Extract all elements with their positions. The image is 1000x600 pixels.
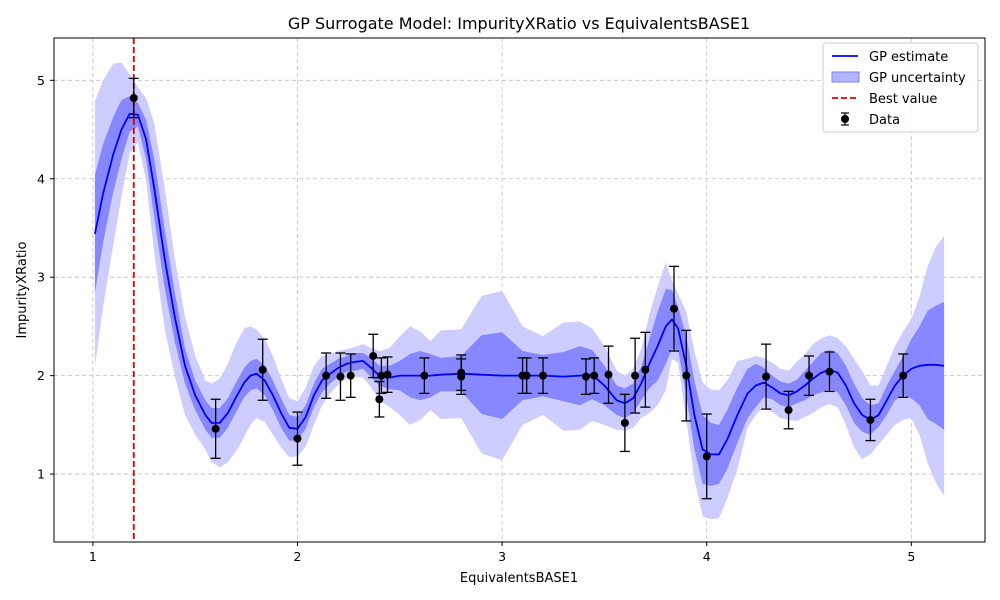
x-tick-label: 4 (703, 549, 711, 564)
data-marker (899, 371, 908, 380)
data-point (257, 338, 268, 401)
data-point (824, 351, 835, 393)
data-point (619, 393, 630, 453)
data-point (292, 411, 303, 466)
data-marker (129, 94, 138, 103)
y-axis-label: ImpurityXRatio (15, 241, 30, 338)
data-marker (375, 395, 384, 404)
data-marker (620, 418, 629, 427)
data-point (456, 358, 467, 395)
y-tick-label: 5 (37, 73, 45, 88)
data-point (335, 352, 346, 401)
data-point (630, 337, 641, 414)
data-point (804, 355, 815, 396)
data-marker (336, 372, 345, 381)
gp-uncertainty-outer-band (94, 62, 945, 520)
data-point (521, 357, 532, 395)
data-point (538, 357, 549, 395)
plot-frame (53, 37, 986, 543)
data-marker (369, 351, 378, 360)
data-marker (420, 371, 429, 380)
data-marker (784, 406, 793, 415)
data-point (128, 77, 139, 119)
data-marker (346, 371, 355, 380)
data-marker (762, 372, 771, 381)
x-tick-label: 5 (907, 549, 915, 564)
legend-data: Data (869, 113, 900, 128)
legend-gp-uncertainty-swatch (831, 71, 860, 83)
data-marker (866, 415, 875, 424)
data-marker (582, 372, 590, 381)
legend: GP estimate GP uncertainty Best value Da… (822, 42, 979, 133)
data-point (382, 356, 393, 394)
data-point (701, 413, 712, 500)
legend-data-swatch (841, 112, 849, 126)
data-point (865, 398, 876, 442)
x-tick-label: 1 (89, 549, 97, 564)
data-point (668, 265, 679, 352)
y-tick-label: 3 (37, 270, 45, 285)
observations (128, 77, 909, 500)
data-point (368, 333, 379, 379)
data-marker (702, 452, 711, 461)
legend-gp-estimate: GP estimate (869, 50, 948, 65)
y-tick-label: 2 (37, 368, 45, 383)
data-marker (211, 424, 220, 433)
ticks: 1 2 3 4 5 1 2 3 4 5 (37, 73, 915, 564)
chart-title: GP Surrogate Model: ImpurityXRatio vs Eq… (288, 14, 750, 33)
data-point (589, 357, 600, 395)
data-marker (457, 372, 466, 381)
data-marker (522, 371, 531, 380)
x-tick-label: 3 (498, 549, 506, 564)
data-marker (641, 365, 650, 374)
x-tick-label: 2 (294, 549, 302, 564)
data-point (603, 345, 614, 404)
data-marker (258, 365, 267, 374)
data-point (376, 357, 387, 395)
data-marker (669, 304, 678, 313)
data-marker (322, 371, 331, 380)
data-marker (825, 367, 834, 376)
data-marker (805, 371, 814, 380)
data-marker (293, 434, 302, 443)
x-axis-label: EquivalentsBASE1 (460, 571, 578, 586)
data-point (898, 353, 909, 398)
data-point (210, 398, 221, 459)
data-point (640, 331, 651, 408)
y-tick-label: 1 (37, 467, 45, 482)
data-point (321, 352, 332, 399)
data-point (419, 357, 430, 395)
legend-frame (822, 42, 979, 133)
legend-best-value: Best value (869, 92, 937, 107)
data-marker (631, 371, 640, 380)
data-point (345, 353, 356, 398)
legend-gp-uncertainty: GP uncertainty (869, 71, 966, 86)
data-marker (682, 371, 691, 380)
data-point (374, 380, 385, 418)
data-marker (590, 371, 599, 380)
data-marker (383, 370, 392, 379)
data-point (783, 390, 794, 430)
data-point (761, 343, 772, 410)
data-marker (539, 371, 548, 380)
uncertainty-bands (94, 62, 945, 520)
data-marker (604, 370, 613, 379)
data-point (581, 358, 591, 395)
y-tick-label: 4 (37, 171, 45, 186)
data-marker (377, 371, 386, 380)
data-point (681, 329, 692, 422)
